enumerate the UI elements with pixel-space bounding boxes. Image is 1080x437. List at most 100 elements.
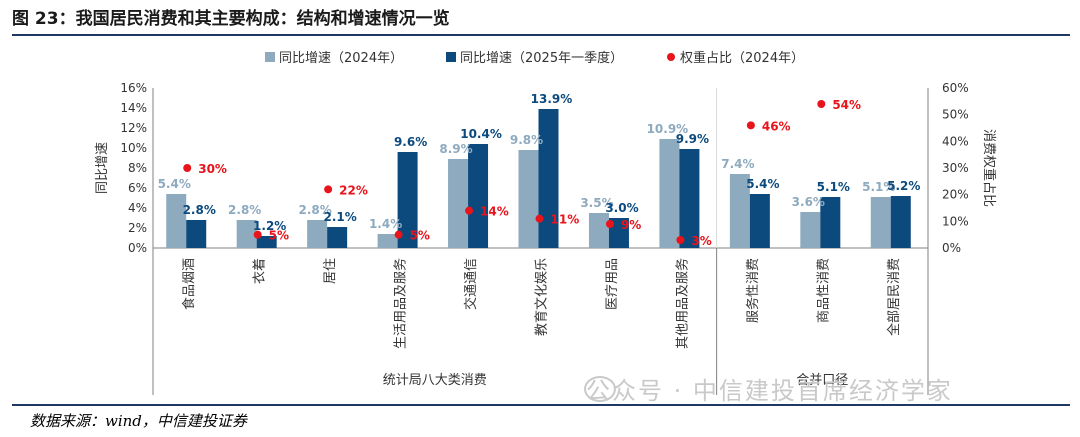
data-label-2024: 8.9% <box>439 142 472 156</box>
y2-axis-title: 消费权重占比 <box>981 129 997 207</box>
category-label: 服务性消费 <box>745 258 761 323</box>
bar-2024 <box>870 197 891 248</box>
y2-tick-label: 50% <box>942 108 969 122</box>
weight-point <box>535 214 544 223</box>
weight-point <box>817 100 826 108</box>
y-axis-title: 同比增速 <box>95 142 110 194</box>
weight-point <box>324 185 333 194</box>
legend-label-weight: 权重占比（2024年） <box>680 50 804 66</box>
weight-point <box>746 121 755 130</box>
figure-title: 图 23：我国居民消费和其主要构成：结构和增速情况一览 <box>12 9 450 29</box>
legend-swatch-2024 <box>265 52 275 62</box>
category-label: 衣着 <box>252 258 268 284</box>
data-label-weight: 46% <box>762 119 791 133</box>
data-label-weight: 14% <box>480 205 509 219</box>
bar-2025q1 <box>608 218 629 248</box>
data-label-2025q1: 5.4% <box>746 177 779 191</box>
data-label-2025q1: 9.9% <box>676 132 709 146</box>
data-label-weight: 5% <box>410 229 430 243</box>
bar-2025q1 <box>820 197 841 248</box>
data-source: 数据来源：wind，中信建投证券 <box>30 412 247 430</box>
y-tick-label: 16% <box>120 81 147 95</box>
data-label-2024: 2.8% <box>228 203 261 217</box>
legend-label-2024: 同比增速（2024年） <box>279 51 403 66</box>
bottom-rule <box>12 404 1070 406</box>
bar-2025q1 <box>468 144 489 248</box>
weight-point <box>394 230 403 239</box>
bar-2024 <box>800 212 821 248</box>
y2-tick-label: 30% <box>942 161 969 175</box>
category-label: 医疗用品 <box>605 258 620 310</box>
top-rule <box>12 34 1070 36</box>
y2-tick-label: 40% <box>942 134 969 148</box>
data-label-weight: 22% <box>339 183 368 197</box>
y2-tick-label: 10% <box>942 214 969 228</box>
y-tick-label: 12% <box>120 121 147 135</box>
y-tick-label: 2% <box>128 221 147 235</box>
weight-point <box>183 164 192 172</box>
legend-swatch-weight <box>667 53 675 61</box>
bar-2025q1 <box>890 196 911 248</box>
category-label: 商品性消费 <box>816 258 831 323</box>
bar-2025q1 <box>186 220 207 248</box>
bar-2024 <box>377 234 398 248</box>
group-label: 合并口径 <box>796 373 848 388</box>
data-label-weight: 11% <box>551 213 580 227</box>
weight-point <box>676 236 685 244</box>
y2-tick-label: 60% <box>942 81 969 95</box>
data-label-2024: 5.4% <box>158 177 191 191</box>
weight-point <box>465 206 474 215</box>
data-label-2024: 5.1% <box>862 180 895 194</box>
data-label-2024: 1.4% <box>369 217 402 231</box>
data-label-weight: 5% <box>269 229 289 243</box>
category-label: 生活用品及服务 <box>393 258 409 349</box>
group-label: 统计局八大类消费 <box>383 373 487 388</box>
data-label-2025q1: 1.2% <box>253 219 286 233</box>
watermark: 公众号 · 中信建投首席经济学家 <box>586 377 953 405</box>
bar-2024 <box>659 139 680 248</box>
y2-tick-label: 20% <box>942 188 969 202</box>
category-label: 其他用品及服务 <box>674 258 690 349</box>
data-label-2025q1: 13.9% <box>531 92 573 106</box>
wechat-icon <box>584 376 616 402</box>
category-label: 交通通信 <box>463 258 479 310</box>
bar-2025q1 <box>538 109 559 248</box>
data-label-weight: 54% <box>832 98 861 112</box>
data-label-2024: 7.4% <box>721 157 754 171</box>
bar-2025q1 <box>327 227 348 248</box>
data-label-2025q1: 3.0% <box>605 201 638 215</box>
data-label-weight: 30% <box>198 162 227 176</box>
y-tick-label: 4% <box>128 201 147 215</box>
data-label-2024: 9.8% <box>510 133 543 147</box>
category-label: 教育文化娱乐 <box>534 258 550 336</box>
bar-2024 <box>307 220 328 248</box>
category-label: 食品烟酒 <box>181 258 197 310</box>
bar-2024 <box>236 220 257 248</box>
data-label-2024: 10.9% <box>647 122 689 136</box>
data-label-2025q1: 5.1% <box>817 180 850 194</box>
data-label-2025q1: 10.4% <box>460 127 502 141</box>
weight-point <box>605 220 614 228</box>
weight-point <box>253 230 262 239</box>
bar-2025q1 <box>749 194 770 248</box>
bar-2024 <box>166 194 187 248</box>
y-tick-label: 6% <box>128 181 147 195</box>
bar-2024 <box>588 213 609 248</box>
y-tick-label: 0% <box>128 241 147 255</box>
y-tick-label: 14% <box>120 101 147 115</box>
data-label-2024: 3.5% <box>580 196 613 210</box>
y-tick-label: 10% <box>120 141 147 155</box>
y-tick-label: 8% <box>128 161 147 175</box>
bar-2024 <box>518 150 539 248</box>
legend-label-2025q1: 同比增速（2025年一季度） <box>460 50 623 66</box>
bar-2025q1 <box>679 149 700 248</box>
category-label: 全部居民消费 <box>886 258 902 336</box>
y2-tick-label: 0% <box>942 241 961 255</box>
bar-2024 <box>448 159 469 248</box>
data-label-2024: 3.6% <box>792 195 825 209</box>
data-label-2025q1: 9.6% <box>394 135 427 149</box>
data-label-2025q1: 2.1% <box>323 210 356 224</box>
data-label-2024: 2.8% <box>298 203 331 217</box>
data-label-weight: 9% <box>621 218 641 232</box>
